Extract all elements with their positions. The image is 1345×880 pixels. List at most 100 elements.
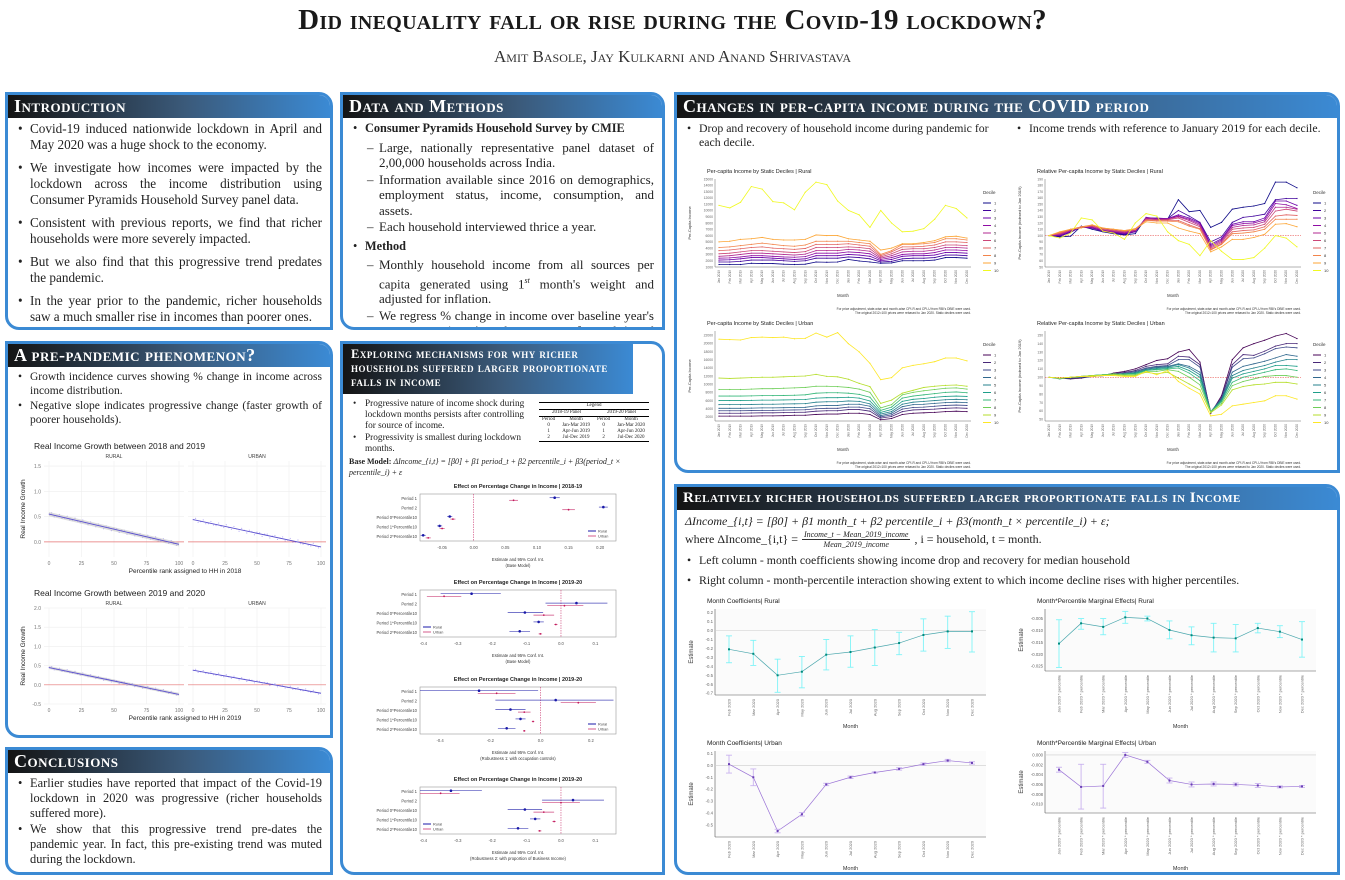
data-point (1188, 219, 1190, 222)
row-label: Period 2 (401, 799, 417, 804)
data-point (1113, 373, 1115, 375)
data-point (1242, 224, 1244, 227)
data-point (826, 385, 828, 387)
data-point (1220, 236, 1223, 238)
data-point (1123, 373, 1126, 375)
x-axis-label: Estimate and 95% Conf. Int. (492, 557, 544, 562)
x-tick-label: -0.2 (487, 738, 495, 743)
marginal-effects-urban-chart: Month*Percentile Marginal Effects| Urban… (1019, 740, 1316, 872)
y-tick-label: 8000 (705, 391, 713, 395)
data-point (1242, 376, 1244, 378)
list-item: Income trends with reference to January … (1015, 121, 1329, 135)
legend-title: Decile (983, 190, 996, 195)
poster-title: Did inequality fall or rise during the C… (298, 4, 1047, 36)
series-line-decile-6 (719, 395, 968, 413)
x-tick-label: 0.15 (565, 545, 574, 550)
row-label: Period 0*Percentile10 (376, 611, 417, 616)
data-point (1274, 369, 1277, 371)
data-point (750, 403, 752, 406)
y-tick-label: 70 (1039, 401, 1043, 405)
list-item: In the year prior to the pandemic, riche… (16, 293, 322, 325)
data-point (944, 399, 947, 401)
data-point (1296, 369, 1298, 372)
data-point (783, 251, 785, 253)
data-point (729, 377, 731, 380)
data-point (912, 250, 914, 252)
point-estimate (448, 515, 452, 518)
data-point (1123, 372, 1126, 374)
legend-label-urban: Urban (433, 828, 443, 832)
data-point (890, 404, 893, 406)
data-point (1145, 369, 1147, 371)
data-point (793, 338, 796, 340)
data-point (1253, 401, 1255, 404)
series-line-decile-1 (719, 257, 968, 265)
data-point (923, 394, 925, 396)
scatter-point (210, 520, 212, 523)
x-tick-label: May 2020 (890, 270, 894, 284)
legend-label: 5 (994, 231, 997, 236)
data-point (1296, 210, 1298, 212)
data-point (750, 185, 752, 188)
x-tick-label: 75 (286, 561, 292, 567)
legend-table: Legend 2018-19 Panel 2019-20 Panel Period… (539, 402, 649, 442)
data-point (1296, 208, 1298, 210)
data-point (1264, 360, 1266, 362)
x-tick-label: Jun 2019 (771, 270, 775, 283)
data-point (739, 256, 742, 258)
data-point (815, 405, 817, 407)
data-point (1285, 223, 1287, 225)
x-tick-label: Dec 2020 * percentile (1300, 816, 1305, 855)
prepandemic-section: A pre-pandemic phenomenon? Growth incide… (5, 341, 333, 738)
y-tick-label: -0.008 (1031, 792, 1044, 797)
data-point (750, 336, 752, 339)
data-point (1156, 215, 1158, 217)
y-axis-label: Per-Capita Income (indexed to Jan 2019) (1017, 339, 1022, 413)
x-tick-label: 0.0 (558, 641, 564, 646)
series-line-decile-1 (1048, 181, 1298, 238)
point-estimate (523, 611, 527, 614)
data-point (1231, 405, 1233, 407)
y-tick-label: -0.006 (1031, 782, 1044, 787)
data-point (1253, 363, 1255, 365)
x-tick-label: May 2019 (1090, 270, 1094, 284)
fraction-denominator: Mean_2019_income (823, 540, 889, 549)
data-point (847, 240, 849, 242)
data-point (1220, 404, 1223, 406)
regression-equation: ΔIncome_{i,t} = [β0] + β1 month_t + β2 p… (677, 510, 1337, 549)
chart-title: Month*Percentile Marginal Effects| Urban (1037, 740, 1156, 747)
x-tick-label: -0.2 (489, 641, 497, 646)
data-point (944, 404, 947, 407)
data-point (923, 400, 925, 402)
data-point (1231, 233, 1233, 235)
data-point (1134, 222, 1136, 224)
row-label: Period 0*Percentile10 (376, 808, 417, 813)
data-point (772, 403, 774, 405)
data-point (966, 217, 968, 219)
chart-note-line-1: For price adjustment, state-wise and mon… (1167, 461, 1301, 465)
data-point (912, 398, 914, 400)
x-tick-label: Oct 2020 (943, 270, 947, 283)
data-point (718, 412, 720, 414)
point-estimate (523, 730, 526, 732)
superscript: st (524, 275, 530, 285)
x-tick-label: Jun 2020 (900, 270, 904, 283)
point-estimate (438, 524, 441, 528)
per-capita-income-rural-chart: Per-capita Income by Static Deciles | Ru… (687, 169, 999, 315)
data-point (966, 410, 968, 413)
data-point (1069, 377, 1072, 379)
series-line-decile-3 (718, 252, 968, 262)
data-point (761, 250, 763, 252)
data-point (880, 417, 882, 419)
data-point (783, 409, 785, 411)
data-point (880, 253, 882, 256)
data-point (1188, 211, 1190, 213)
row-label: Period 1*Percentile10 (376, 717, 417, 722)
row-label: Period 1 (401, 789, 417, 794)
plot-background (715, 751, 986, 837)
y-tick-label: 0.0 (34, 540, 41, 546)
chart-subtitle: (Robustness 1: with occupation controls) (480, 756, 556, 761)
data-point (1156, 366, 1158, 368)
data-point (923, 390, 925, 392)
data-point (739, 263, 742, 266)
